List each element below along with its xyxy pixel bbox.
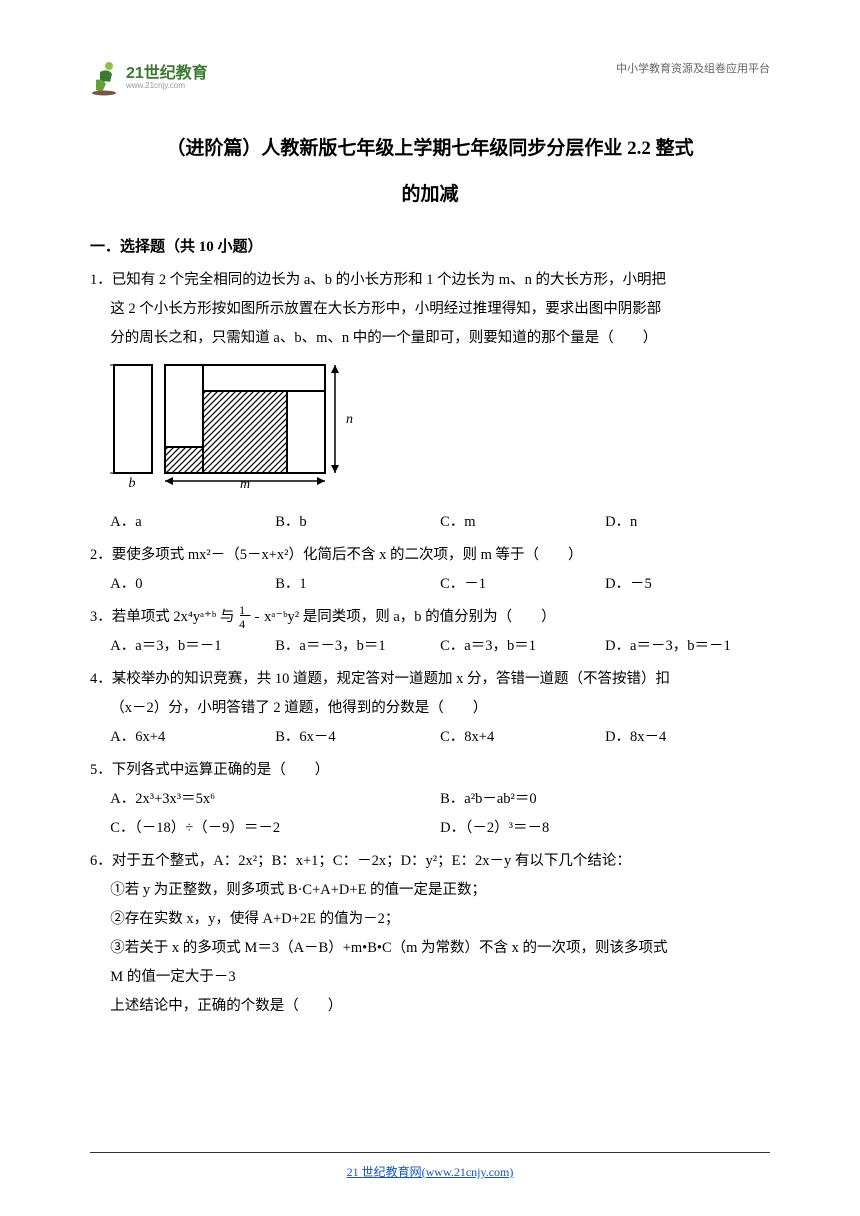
- q2-opt-d: D．－5: [605, 570, 770, 599]
- q2-options: A．0 B．1 C．－1 D．－5: [90, 570, 770, 599]
- q3-options: A．a＝3，b＝－1 B．a＝－3，b＝1 C．a＝3，b＝1 D．a＝－3，b…: [90, 632, 770, 661]
- q5-opt-d: D．（－2）³＝－8: [440, 814, 770, 843]
- q2-opt-c: C．－1: [440, 570, 605, 599]
- svg-text:n: n: [346, 412, 353, 427]
- footer-url[interactable]: (www.21cnjy.com): [422, 1165, 514, 1179]
- title-line-1: （进阶篇）人教新版七年级上学期七年级同步分层作业 2.2 整式: [90, 126, 770, 172]
- q5-opt-a: A．2x³+3x³＝5x⁶: [110, 785, 440, 814]
- question-3: 3．若单项式 2x⁴yᵃ⁺ᵇ 与 －14 xᵃ⁻ᵇy² 是同类项，则 a，b 的…: [90, 603, 770, 661]
- q1-opt-d: D．n: [605, 508, 770, 537]
- page-footer: 21 世纪教育网(www.21cnjy.com): [90, 1152, 770, 1180]
- q4-options: A．6x+4 B．6x－4 C．8x+4 D．8x－4: [90, 723, 770, 752]
- q2-opt-b: B．1: [275, 570, 440, 599]
- logo-sub-text: www.21cnjy.com: [126, 82, 208, 90]
- question-6: 6．对于五个整式，A：2x²；B：x+1；C：－2x；D：y²；E：2x－y 有…: [90, 847, 770, 1021]
- q3-opt-c: C．a＝3，b＝1: [440, 632, 605, 661]
- q1-opt-b: B．b: [275, 508, 440, 537]
- q1-diagram: a b m n: [110, 361, 770, 500]
- question-5: 5．下列各式中运算正确的是（ ） A．2x³+3x³＝5x⁶ B．a²b－ab²…: [90, 756, 770, 843]
- question-1: 1．已知有 2 个完全相同的边长为 a、b 的小长方形和 1 个边长为 m、n …: [90, 266, 770, 537]
- q3-opt-a: A．a＝3，b＝－1: [110, 632, 275, 661]
- footer-link[interactable]: 21 世纪教育网: [347, 1165, 422, 1179]
- title-line-2: 的加减: [90, 172, 770, 218]
- q4-opt-d: D．8x－4: [605, 723, 770, 752]
- section-header: 一．选择题（共 10 小题）: [90, 235, 770, 256]
- question-2: 2．要使多项式 mx²－（5－x+x²）化简后不含 x 的二次项，则 m 等于（…: [90, 541, 770, 599]
- document-title: （进阶篇）人教新版七年级上学期七年级同步分层作业 2.2 整式 的加减: [90, 126, 770, 217]
- logo-main-text: 21世纪教育: [126, 66, 208, 82]
- question-4: 4．某校举办的知识竞赛，共 10 道题，规定答对一道题加 x 分，答错一道题（不…: [90, 665, 770, 752]
- logo: 21世纪教育 www.21cnjy.com: [90, 60, 208, 96]
- svg-text:b: b: [129, 476, 136, 489]
- svg-text:m: m: [240, 477, 250, 489]
- q3-opt-b: B．a＝－3，b＝1: [275, 632, 440, 661]
- q1-options: A．a B．b C．m D．n: [90, 508, 770, 537]
- q5-options-row1: A．2x³+3x³＝5x⁶ B．a²b－ab²＝0: [90, 785, 770, 814]
- header-right-text: 中小学教育资源及组卷应用平台: [616, 60, 770, 76]
- q1-opt-c: C．m: [440, 508, 605, 537]
- q5-opt-b: B．a²b－ab²＝0: [440, 785, 770, 814]
- page-header: 21世纪教育 www.21cnjy.com 中小学教育资源及组卷应用平台: [90, 60, 770, 96]
- q4-opt-b: B．6x－4: [275, 723, 440, 752]
- fraction-icon: 14: [255, 604, 259, 631]
- q2-opt-a: A．0: [110, 570, 275, 599]
- q4-opt-a: A．6x+4: [110, 723, 275, 752]
- q4-opt-c: C．8x+4: [440, 723, 605, 752]
- q5-opt-c: C．（－18）÷（－9）＝－2: [110, 814, 440, 843]
- q1-opt-a: A．a: [110, 508, 275, 537]
- q5-options-row2: C．（－18）÷（－9）＝－2 D．（－2）³＝－8: [90, 814, 770, 843]
- logo-icon: [90, 60, 122, 96]
- q3-opt-d: D．a＝－3，b＝－1: [605, 632, 770, 661]
